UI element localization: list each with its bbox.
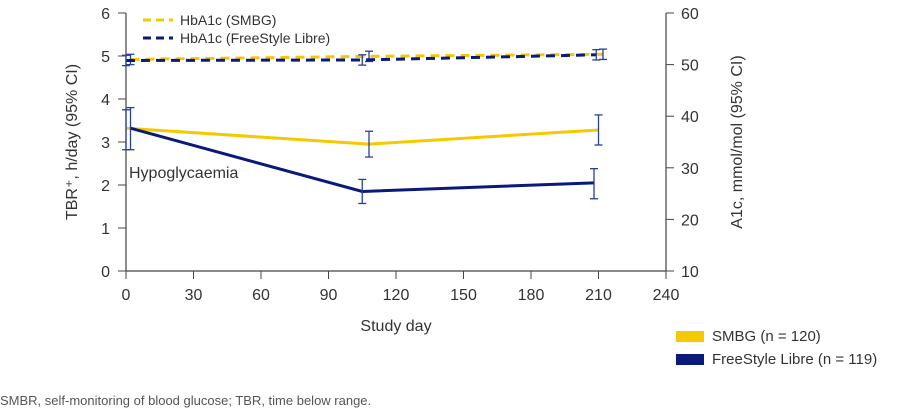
y-right-tick-label: 60 bbox=[681, 6, 699, 23]
x-tick-label: 30 bbox=[185, 287, 203, 304]
legend-top-label-freestyle: HbA1c (FreeStyle Libre) bbox=[180, 30, 330, 46]
x-tick-label: 240 bbox=[653, 287, 680, 304]
legend-freestyle-label: FreeStyle Libre (n = 119) bbox=[712, 351, 878, 368]
y-right-tick-label: 10 bbox=[681, 264, 699, 281]
x-tick-label: 90 bbox=[320, 287, 338, 304]
y-right-tick-label: 40 bbox=[681, 109, 699, 126]
hba1c-freestyle-line bbox=[125, 53, 597, 62]
legend-freestyle: FreeStyle Libre (n = 119) bbox=[676, 348, 877, 371]
legend-smbg-label: SMBG (n = 120) bbox=[712, 328, 821, 345]
y-left-tick-label: 1 bbox=[101, 221, 110, 238]
x-tick-label: 150 bbox=[450, 287, 477, 304]
x-tick-label: 180 bbox=[518, 287, 545, 304]
bottom-legend: SMBG (n = 120) FreeStyle Libre (n = 119) bbox=[676, 325, 877, 371]
x-tick-label: 60 bbox=[252, 287, 270, 304]
y-left-tick-label: 5 bbox=[101, 49, 110, 66]
y-left-tick-label: 4 bbox=[101, 92, 110, 109]
tbr-smbg-line bbox=[125, 126, 599, 146]
legend-freestyle-swatch bbox=[676, 354, 704, 365]
y-right-axis-title: A1c, mmol/mol (95% CI) bbox=[729, 55, 746, 228]
legend-top-label-smbg: HbA1c (SMBG) bbox=[180, 12, 276, 28]
y-left-tick-label: 2 bbox=[101, 178, 110, 195]
x-tick-label: 210 bbox=[585, 287, 612, 304]
y-left-tick-label: 3 bbox=[101, 135, 110, 152]
y-right-tick-label: 50 bbox=[681, 58, 699, 75]
legend-smbg: SMBG (n = 120) bbox=[676, 325, 877, 348]
x-tick-label: 0 bbox=[122, 287, 131, 304]
x-tick-label: 120 bbox=[383, 287, 410, 304]
footnote: SMBR, self-monitoring of blood glucose; … bbox=[0, 393, 372, 408]
y-left-tick-label: 0 bbox=[101, 264, 110, 281]
x-axis-title: Study day bbox=[360, 318, 431, 335]
y-right-tick-label: 30 bbox=[681, 161, 699, 178]
legend-smbg-swatch bbox=[676, 331, 704, 342]
annotation-hypoglycaemia: Hypoglycaemia bbox=[129, 165, 238, 182]
hba1c-smbg-line bbox=[130, 52, 604, 61]
y-left-tick-label: 6 bbox=[101, 6, 110, 23]
y-right-tick-label: 20 bbox=[681, 212, 699, 229]
y-left-axis-title: TBR⁺, h/day (95% CI) bbox=[64, 64, 81, 220]
